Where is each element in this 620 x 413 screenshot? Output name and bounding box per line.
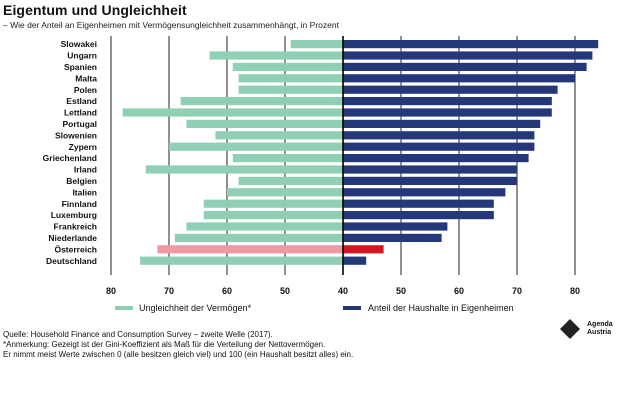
bar-homeownership <box>343 176 517 185</box>
diamond-logo-icon <box>560 319 580 339</box>
bar-homeownership <box>343 74 575 83</box>
bar-gini <box>186 222 343 231</box>
category-label: Spanien <box>64 62 97 72</box>
bar-gini <box>238 74 343 83</box>
note-text-2: Er nimmt meist Werte zwischen 0 (alle be… <box>3 350 354 359</box>
category-label: Luxemburg <box>51 210 97 220</box>
bar-homeownership <box>343 245 384 254</box>
category-label: Frankreich <box>54 222 97 232</box>
category-label: Polen <box>74 85 97 95</box>
bar-gini <box>140 256 343 265</box>
category-label: Lettland <box>64 108 97 118</box>
bar-gini <box>227 188 343 197</box>
bar-homeownership <box>343 256 367 265</box>
x-tick-label: 70 <box>164 286 174 296</box>
note-text-1: *Anmerkung: Gezeigt ist der Gini-Koeffiz… <box>3 340 326 349</box>
bar-homeownership <box>343 62 587 71</box>
bar-gini <box>209 51 343 60</box>
bar-homeownership <box>343 108 552 117</box>
bar-homeownership <box>343 97 552 106</box>
chart-subtitle: – Wie der Anteil an Eigenheimen mit Verm… <box>3 20 339 30</box>
category-label: Portugal <box>63 119 97 129</box>
bar-gini <box>238 85 343 94</box>
bar-gini <box>215 131 343 140</box>
bar-gini <box>232 154 343 163</box>
bar-homeownership <box>343 154 529 163</box>
source-text: Quelle: Household Finance and Consumptio… <box>3 330 273 339</box>
x-tick-label: 50 <box>280 286 290 296</box>
bar-gini <box>203 211 343 220</box>
bar-homeownership <box>343 222 448 231</box>
bar-gini <box>232 62 343 71</box>
bar-homeownership <box>343 199 494 208</box>
legend-label-homeownership: Anteil der Haushalte in Eigenheimen <box>368 303 514 313</box>
category-label: Ungarn <box>67 51 97 61</box>
category-label: Zypern <box>69 142 97 152</box>
logo-text: Agenda Austria <box>587 321 613 337</box>
footnote: Quelle: Household Finance and Consumptio… <box>3 330 353 360</box>
legend-swatch-gini <box>115 306 133 310</box>
category-label: Estland <box>66 96 97 106</box>
category-label: Finnland <box>62 199 97 209</box>
x-tick-label: 60 <box>454 286 464 296</box>
legend-swatch-homeownership <box>343 306 361 310</box>
bar-homeownership <box>343 85 558 94</box>
bar-gini <box>186 119 343 128</box>
bar-homeownership <box>343 40 599 49</box>
category-label: Belgien <box>66 176 97 186</box>
bar-gini <box>169 142 343 151</box>
bar-homeownership <box>343 119 541 128</box>
category-label: Slowenien <box>55 130 97 140</box>
bar-homeownership <box>343 165 517 174</box>
category-label: Slowakei <box>61 39 97 49</box>
logo-line-1: Agenda <box>587 321 613 328</box>
x-tick-label: 50 <box>396 286 406 296</box>
category-label: Österreich <box>54 244 97 254</box>
x-tick-label: 40 <box>338 286 348 296</box>
legend-label-gini: Ungleichheit der Vermögen* <box>139 303 252 313</box>
bar-gini <box>290 40 343 49</box>
bar-homeownership <box>343 51 593 60</box>
category-label: Italien <box>72 187 97 197</box>
bar-gini <box>145 165 343 174</box>
bar-homeownership <box>343 211 494 220</box>
bar-gini <box>157 245 343 254</box>
bar-gini <box>238 176 343 185</box>
bar-gini <box>174 233 343 242</box>
x-tick-label: 60 <box>222 286 232 296</box>
bar-homeownership <box>343 131 535 140</box>
category-label: Irland <box>74 165 97 175</box>
x-tick-label: 70 <box>512 286 522 296</box>
category-label: Malta <box>75 73 97 83</box>
chart-title: Eigentum und Ungleichheit <box>3 2 187 18</box>
category-label: Niederlande <box>48 233 97 243</box>
category-label: Deutschland <box>46 256 97 266</box>
bar-gini <box>122 108 343 117</box>
bar-homeownership <box>343 142 535 151</box>
x-tick-label: 80 <box>570 286 580 296</box>
logo-line-2: Austria <box>587 329 612 336</box>
category-label: Griechenland <box>43 153 97 163</box>
bar-homeownership <box>343 188 506 197</box>
bar-gini <box>180 97 343 106</box>
bar-gini <box>203 199 343 208</box>
bar-homeownership <box>343 233 442 242</box>
x-tick-label: 80 <box>106 286 116 296</box>
